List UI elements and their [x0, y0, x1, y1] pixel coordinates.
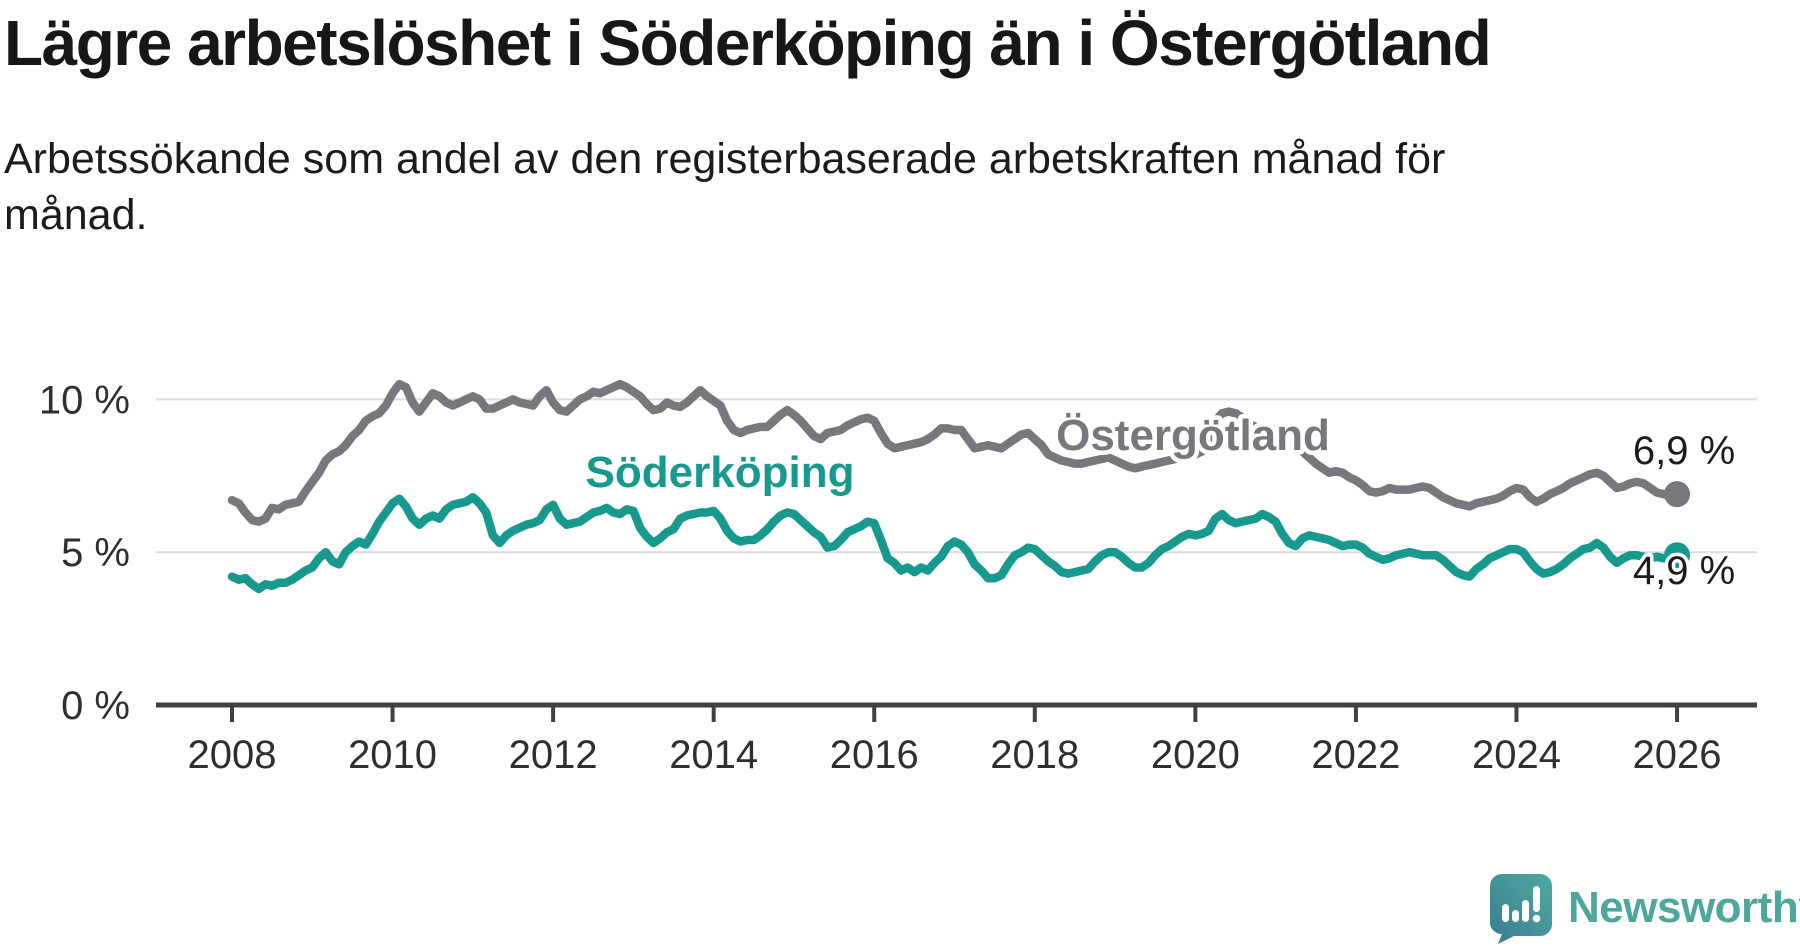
x-axis-label-2010: 2010	[348, 733, 437, 777]
x-axis-label-2018: 2018	[990, 733, 1079, 777]
x-axis-label-2012: 2012	[509, 733, 598, 777]
y-axis-label-5: 5 %	[61, 531, 130, 575]
end-value-label-söderköping: 4,9 %	[1633, 549, 1735, 593]
newsworthy-logo-icon	[1490, 874, 1552, 944]
bar-icon-3	[1522, 900, 1529, 922]
series-line-söderköping	[227, 492, 1682, 594]
bar-icon-2	[1512, 910, 1519, 922]
page-subtitle: Arbetssökande som andel av den registerb…	[4, 135, 1446, 239]
newsworthy-logo-text: Newsworthy	[1568, 883, 1800, 932]
series-label-söderköping: Söderköping	[586, 448, 855, 497]
series-line-östergötland	[227, 379, 1682, 526]
x-axis-label-2024: 2024	[1472, 733, 1561, 777]
bar-icon-1	[1502, 904, 1509, 922]
page-title: Lägre arbetslöshet i Söderköping än i Ös…	[4, 7, 1492, 79]
y-axis-label-0: 0 %	[61, 684, 130, 728]
x-axis-label-2014: 2014	[669, 733, 758, 777]
x-axis-label-2026: 2026	[1633, 733, 1722, 777]
end-value-label-östergötland: 6,9 %	[1633, 429, 1735, 473]
series-end-dot-östergötland	[1664, 481, 1691, 508]
x-axis-label-2020: 2020	[1151, 733, 1240, 777]
exclamation-bar-icon	[1533, 886, 1540, 912]
series-label-östergötland: Östergötland	[1056, 411, 1330, 460]
speech-bubble	[1490, 874, 1552, 944]
x-axis-label-2016: 2016	[830, 733, 919, 777]
x-axis-label-2022: 2022	[1311, 733, 1400, 777]
x-axis-label-2008: 2008	[188, 733, 277, 777]
y-axis-label-10: 10 %	[39, 378, 130, 422]
series-end-dot-söderköping	[1664, 542, 1691, 569]
exclamation-dot-icon	[1532, 914, 1541, 923]
newsworthy-logo: Newsworthy	[1488, 872, 1800, 944]
